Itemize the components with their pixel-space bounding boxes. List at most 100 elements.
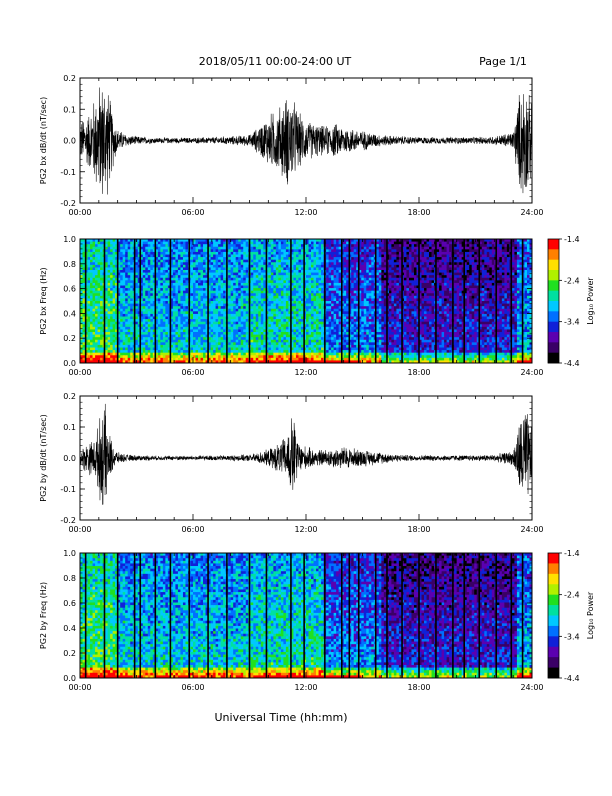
spectrogram-cell: [98, 311, 101, 314]
spectrogram-cell: [196, 335, 199, 338]
spectrogram-cell: [173, 348, 176, 351]
spectrogram-cell: [276, 242, 279, 245]
spectrogram-cell: [283, 262, 286, 265]
spectrogram-cell: [123, 353, 126, 356]
spectrogram-cell: [329, 322, 332, 325]
spectrogram-cell: [253, 242, 256, 245]
spectrogram-cell: [93, 314, 96, 317]
spectrogram-cell: [268, 335, 271, 338]
spectrogram-cell: [319, 335, 322, 338]
spectrogram-cell: [88, 332, 91, 335]
spectrogram-cell: [185, 247, 188, 250]
spectrogram-cell: [311, 242, 314, 245]
spectrogram-cell: [251, 319, 254, 322]
spectrogram-cell: [228, 280, 231, 283]
spectrogram-cell: [158, 311, 161, 314]
spectrogram-cell: [135, 311, 138, 314]
spectrogram-cell: [145, 309, 148, 312]
spectrogram-cell: [276, 257, 279, 260]
spectrogram-cell: [241, 252, 244, 255]
spectrogram-cell: [228, 260, 231, 263]
spectrogram-cell: [258, 345, 261, 348]
spectrogram-cell: [211, 350, 214, 353]
spectrogram-cell: [211, 260, 214, 263]
spectrogram-cell: [309, 257, 312, 260]
spectrogram-cell: [95, 304, 98, 307]
spectrogram-cell: [316, 348, 319, 351]
spectrogram-cell: [334, 283, 337, 286]
spectrogram-cell: [201, 306, 204, 309]
y-tick-label: 0.2: [63, 74, 76, 83]
spectrogram-cell: [100, 270, 103, 273]
spectrogram-cell: [100, 267, 103, 270]
spectrogram-cell: [125, 317, 128, 320]
spectrogram-cell: [175, 298, 178, 301]
spectrogram-cell: [326, 306, 329, 309]
spectrogram-cell: [326, 242, 329, 245]
spectrogram-cell: [143, 340, 146, 343]
spectrogram-cell: [276, 273, 279, 276]
spectrogram-cell: [145, 342, 148, 345]
spectrogram-cell: [241, 340, 244, 343]
spectrogram-cell: [311, 345, 314, 348]
spectrogram-cell: [276, 296, 279, 299]
spectrogram-cell: [163, 278, 166, 281]
spectrogram-cell: [143, 324, 146, 327]
spectrogram-cell: [243, 298, 246, 301]
spectrogram-cell: [135, 350, 138, 353]
spectrogram-cell: [321, 311, 324, 314]
spectrogram-cell: [311, 304, 314, 307]
spectrogram-cell: [190, 291, 193, 294]
spectrogram-cell: [298, 342, 301, 345]
spectrogram-cell: [178, 270, 181, 273]
spectrogram-cell: [196, 262, 199, 265]
spectrogram-cell: [238, 283, 241, 286]
spectrogram-cell: [218, 262, 221, 265]
spectrogram-cell: [319, 329, 322, 332]
spectrogram-cell: [316, 319, 319, 322]
spectrogram-cell: [286, 319, 289, 322]
spectrogram-cell: [185, 293, 188, 296]
spectrogram-cell: [258, 306, 261, 309]
spectrogram-cell: [233, 273, 236, 276]
spectrogram-cell: [135, 298, 138, 301]
spectrogram-cell: [221, 242, 224, 245]
spectrogram-cell: [201, 298, 204, 301]
spectrogram-cell: [326, 319, 329, 322]
spectrogram-cell: [183, 337, 186, 340]
spectrogram-cell: [296, 329, 299, 332]
spectrogram-cell: [261, 340, 264, 343]
spectrogram-cell: [258, 348, 261, 351]
spectrogram-cell: [319, 340, 322, 343]
spectrogram-cell: [88, 329, 91, 332]
spectrogram-cell: [311, 355, 314, 358]
y-tick-label: -0.1: [60, 168, 76, 177]
spectrogram-cell: [145, 327, 148, 330]
spectrogram-cell: [283, 304, 286, 307]
spectrogram-cell: [213, 244, 216, 247]
spectrogram-cell: [145, 304, 148, 307]
spectrogram-cell: [319, 314, 322, 317]
spectrogram-cell: [298, 267, 301, 270]
spectrogram-cell: [253, 304, 256, 307]
spectrogram-cell: [123, 350, 126, 353]
spectrogram-cell: [113, 342, 116, 345]
spectrogram-cell: [120, 247, 123, 250]
spectrogram-cell: [228, 355, 231, 358]
spectrogram-cell: [231, 247, 234, 250]
spectrogram-cell: [163, 288, 166, 291]
spectrogram-cell: [258, 255, 261, 258]
spectrogram-cell: [158, 335, 161, 338]
spectrogram-cell: [311, 260, 314, 263]
spectrogram-cell: [130, 265, 133, 268]
spectrogram-cell: [125, 298, 128, 301]
spectrogram-cell: [196, 255, 199, 258]
spectrogram-cell: [228, 345, 231, 348]
spectrogram-cell: [203, 278, 206, 281]
spectrogram-cell: [253, 249, 256, 252]
spectrogram-cell: [130, 350, 133, 353]
spectrogram-cell: [148, 242, 151, 245]
spectrogram-cell: [158, 275, 161, 278]
spectrogram-cell: [223, 283, 226, 286]
spectrogram-cell: [238, 275, 241, 278]
